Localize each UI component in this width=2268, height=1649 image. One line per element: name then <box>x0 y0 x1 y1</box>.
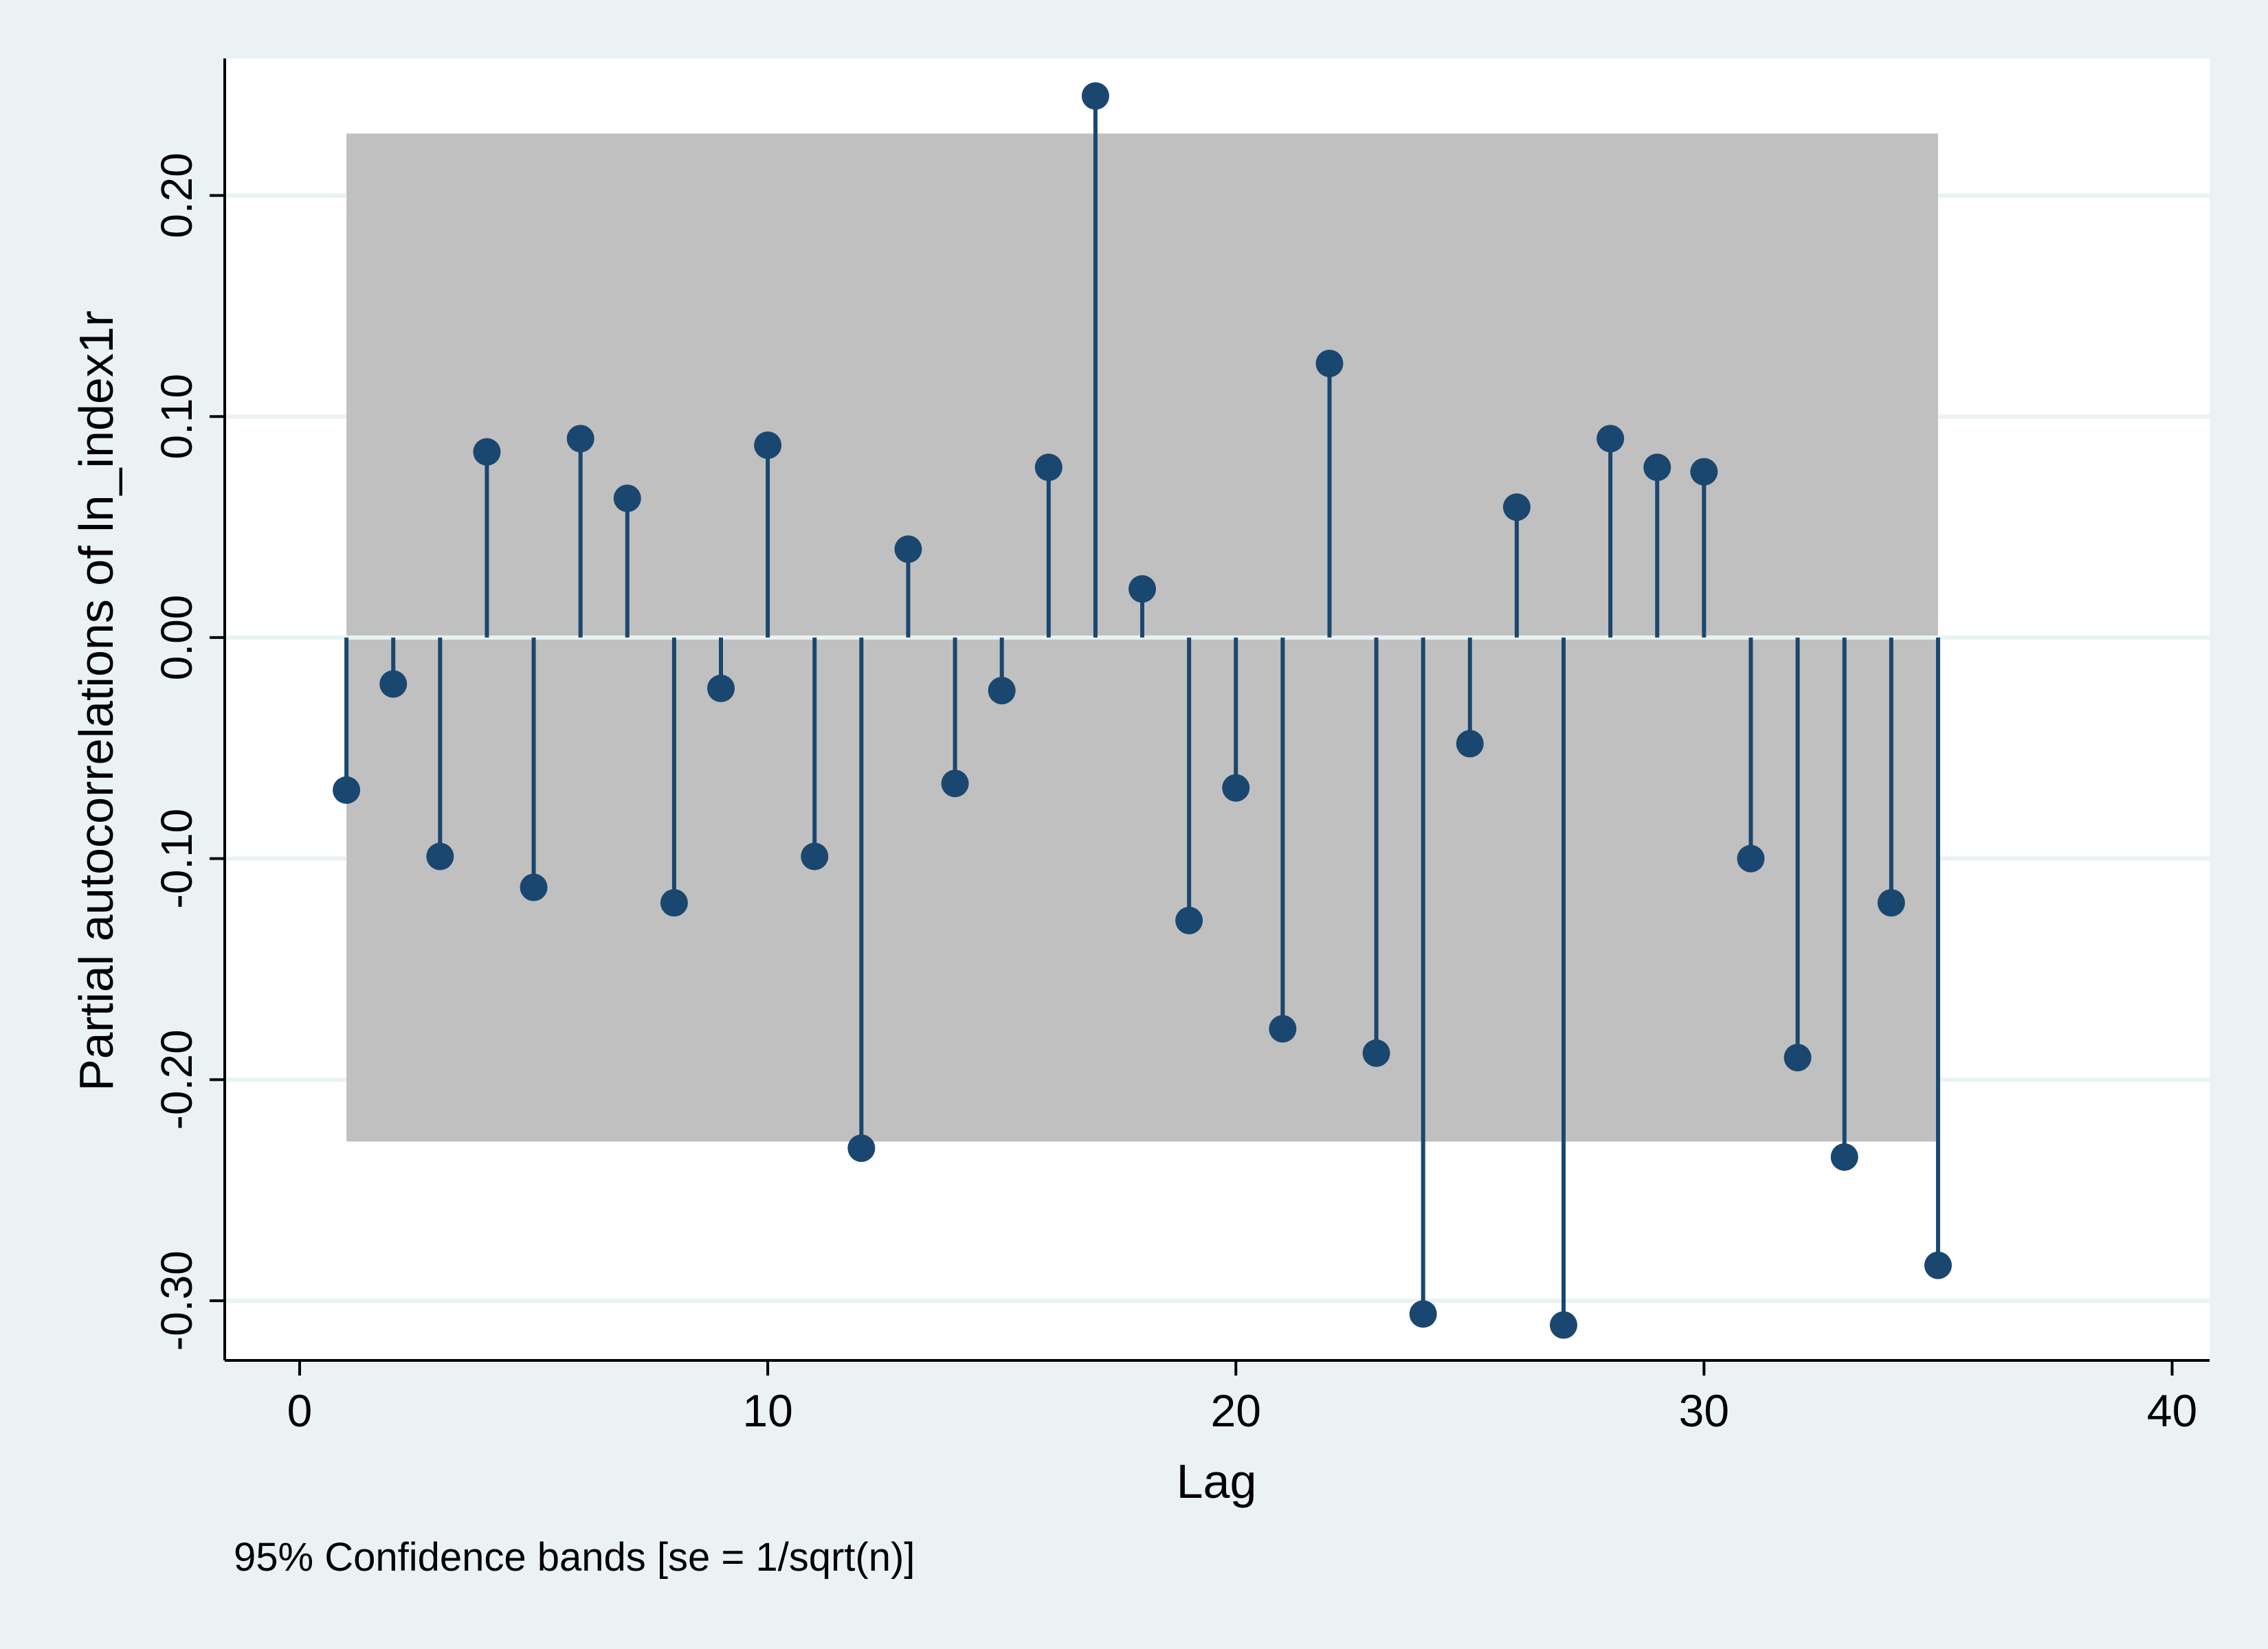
point-lag-13 <box>894 535 922 563</box>
y-tick-label: 0.10 <box>152 374 201 460</box>
point-lag-22 <box>1315 349 1344 377</box>
x-tick-label: 40 <box>2147 1385 2197 1436</box>
points <box>333 82 1952 1339</box>
point-lag-18 <box>1129 575 1157 603</box>
point-lag-33 <box>1830 1143 1858 1171</box>
point-lag-32 <box>1783 1044 1812 1072</box>
x-tick-label: 0 <box>287 1385 313 1436</box>
point-lag-19 <box>1175 906 1203 934</box>
point-lag-31 <box>1737 844 1765 873</box>
point-lag-28 <box>1597 425 1625 453</box>
point-lag-8 <box>660 889 688 917</box>
y-tick-label: 0.20 <box>152 153 201 238</box>
y-tick-label: 0.00 <box>152 595 201 681</box>
point-lag-10 <box>754 431 782 460</box>
point-lag-34 <box>1877 889 1905 917</box>
point-lag-14 <box>941 770 969 798</box>
point-lag-6 <box>566 425 594 453</box>
y-axis-ticks: -0.30 -0.20 -0.10 0.00 0.10 0.20 <box>152 153 225 1351</box>
point-lag-27 <box>1550 1311 1578 1339</box>
point-lag-30 <box>1690 458 1718 486</box>
point-lag-12 <box>847 1134 876 1163</box>
point-lag-3 <box>426 842 454 871</box>
point-lag-1 <box>333 776 361 804</box>
chart-note: 95% Confidence bands [se = 1/sqrt(n)] <box>234 1535 915 1580</box>
point-lag-24 <box>1409 1300 1437 1328</box>
point-lag-26 <box>1502 493 1531 521</box>
point-lag-15 <box>988 677 1016 705</box>
y-tick-label: -0.10 <box>152 809 201 909</box>
point-lag-9 <box>707 674 735 702</box>
y-tick-label: -0.30 <box>152 1250 201 1351</box>
point-lag-16 <box>1034 453 1063 482</box>
y-tick-label: -0.20 <box>152 1029 201 1130</box>
y-axis-title: Partial autocorrelations of ln_index1r <box>69 311 123 1091</box>
point-lag-21 <box>1269 1015 1297 1043</box>
point-lag-25 <box>1456 730 1484 758</box>
point-lag-29 <box>1643 453 1671 482</box>
point-lag-17 <box>1081 82 1109 110</box>
x-tick-label: 10 <box>742 1385 792 1436</box>
point-lag-4 <box>473 438 501 466</box>
point-lag-20 <box>1222 774 1250 802</box>
x-tick-label: 30 <box>1679 1385 1729 1436</box>
point-lag-5 <box>520 873 548 901</box>
point-lag-7 <box>613 484 641 513</box>
x-tick-label: 20 <box>1211 1385 1261 1436</box>
x-axis-ticks: 0 10 20 30 40 <box>287 1360 2197 1436</box>
point-lag-2 <box>379 670 408 698</box>
point-lag-11 <box>801 842 829 871</box>
point-lag-35 <box>1924 1251 1952 1279</box>
stems <box>344 96 1940 1325</box>
point-lag-23 <box>1362 1039 1390 1067</box>
x-axis-title: Lag <box>1177 1455 1257 1508</box>
